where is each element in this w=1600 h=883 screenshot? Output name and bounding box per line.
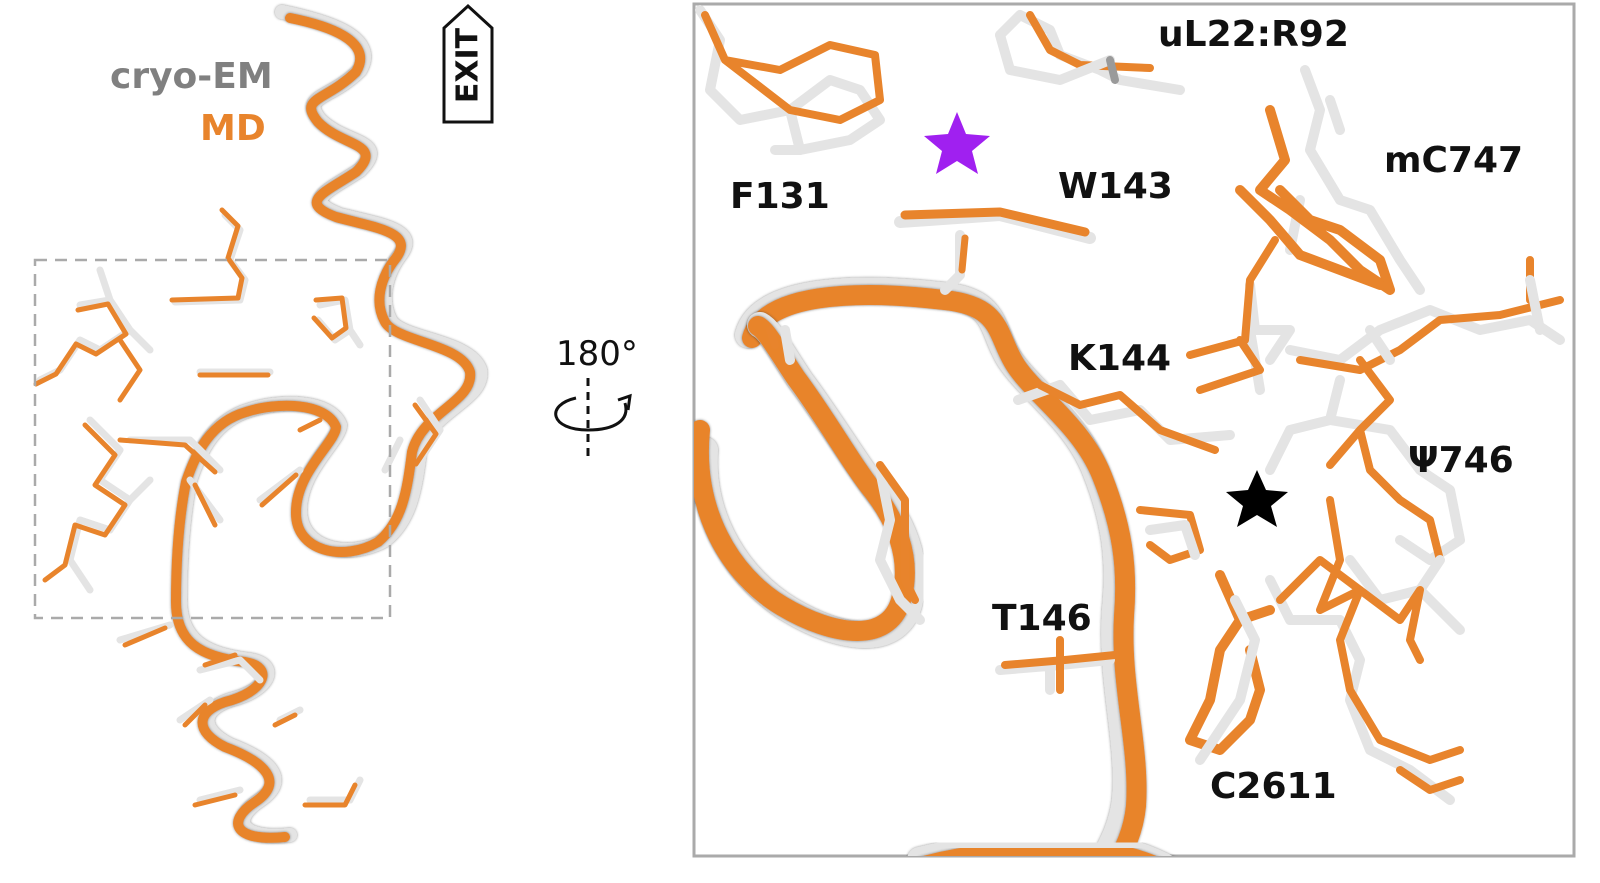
zoom-region-box (33, 258, 392, 620)
rotation-label: 180° (556, 334, 638, 374)
exit-arrow-shape (442, 3, 494, 124)
black-star-marker (1226, 470, 1288, 527)
label-C2611: C2611 (1210, 766, 1337, 807)
exit-label: EXIT (450, 27, 486, 104)
label-uL22-R92: uL22:R92 (1158, 14, 1349, 55)
md-backbone (170, 13, 476, 843)
label-mC747: mC747 (1384, 140, 1524, 181)
zoom-panel (692, 2, 1576, 858)
label-F131: F131 (730, 176, 830, 217)
purple-star-marker (924, 112, 990, 174)
legend-cryo-em: cryo-EM (110, 56, 273, 97)
rotation-arrow-icon (554, 396, 628, 432)
overview-side-chains (33, 207, 444, 808)
label-W143: W143 (1058, 166, 1173, 207)
label-Psi746: Ψ746 (1408, 440, 1514, 481)
zoom-md-backbone (742, 285, 1147, 856)
label-T146: T146 (992, 598, 1092, 639)
legend-md: MD (200, 108, 266, 149)
overview-panel (33, 3, 494, 843)
label-K144: K144 (1068, 338, 1172, 379)
rotation-symbol (554, 378, 632, 462)
